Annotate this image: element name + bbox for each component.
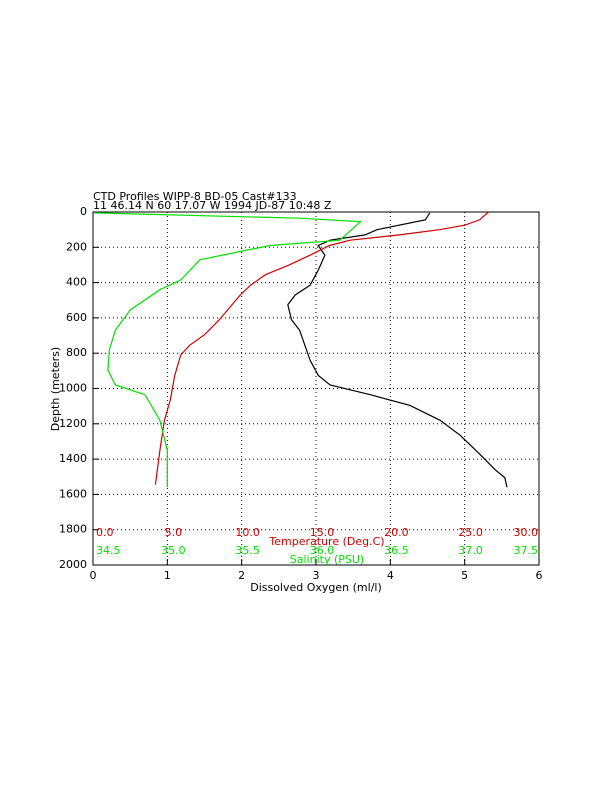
scale-label: Salinity (PSU) [290,553,364,566]
y-tick-label: 200 [66,240,87,253]
x3-tick-label: 36.5 [384,544,409,557]
y-tick-label: 400 [66,276,87,289]
x3-tick-label: 35.5 [235,544,260,557]
profile-line [154,211,489,485]
x2-tick-label: 30.0 [514,526,539,539]
profile-line [94,212,363,488]
y-tick-label: 0 [80,205,87,218]
x-tick-label: 2 [238,569,245,582]
x3-tick-label: 36.0 [310,544,335,557]
x2-tick-label: 5.0 [165,526,183,539]
y-tick-label: 1200 [59,417,87,430]
y-tick-label: 1800 [59,523,87,536]
scale-label: Temperature (Deg.C) [268,535,384,548]
x3-tick-label: 37.0 [458,544,483,557]
x-tick-label: 6 [536,569,543,582]
x2-tick-label: 25.0 [458,526,483,539]
y-tick-label: 800 [66,346,87,359]
x-tick-label: 4 [387,569,394,582]
x2-tick-label: 10.0 [235,526,260,539]
y-axis-label: Depth (meters) [49,347,62,431]
x2-tick-label: 15.0 [310,526,335,539]
chart-subtitle: 11 46.14 N 60 17.07 W 1994 JD-87 10:48 Z [93,199,332,212]
x-tick-label: 1 [164,569,171,582]
x2-tick-label: 20.0 [384,526,409,539]
x-tick-label: 5 [461,569,468,582]
x-tick-label: 0 [90,569,97,582]
y-tick-label: 1600 [59,487,87,500]
x3-tick-label: 35.0 [161,544,186,557]
x-axis-label: Dissolved Oxygen (ml/l) [250,581,382,594]
x-tick-label: 3 [313,569,320,582]
x3-tick-label: 37.5 [514,544,539,557]
y-tick-label: 2000 [59,558,87,571]
x2-tick-label: 0.0 [96,526,114,539]
y-tick-label: 1400 [59,452,87,465]
chart-title: CTD Profiles WIPP-8 BD-05 Cast#133 [93,190,297,203]
y-tick-label: 600 [66,311,87,324]
profile-line [287,212,508,488]
x3-tick-label: 34.5 [96,544,121,557]
y-tick-label: 1000 [59,382,87,395]
